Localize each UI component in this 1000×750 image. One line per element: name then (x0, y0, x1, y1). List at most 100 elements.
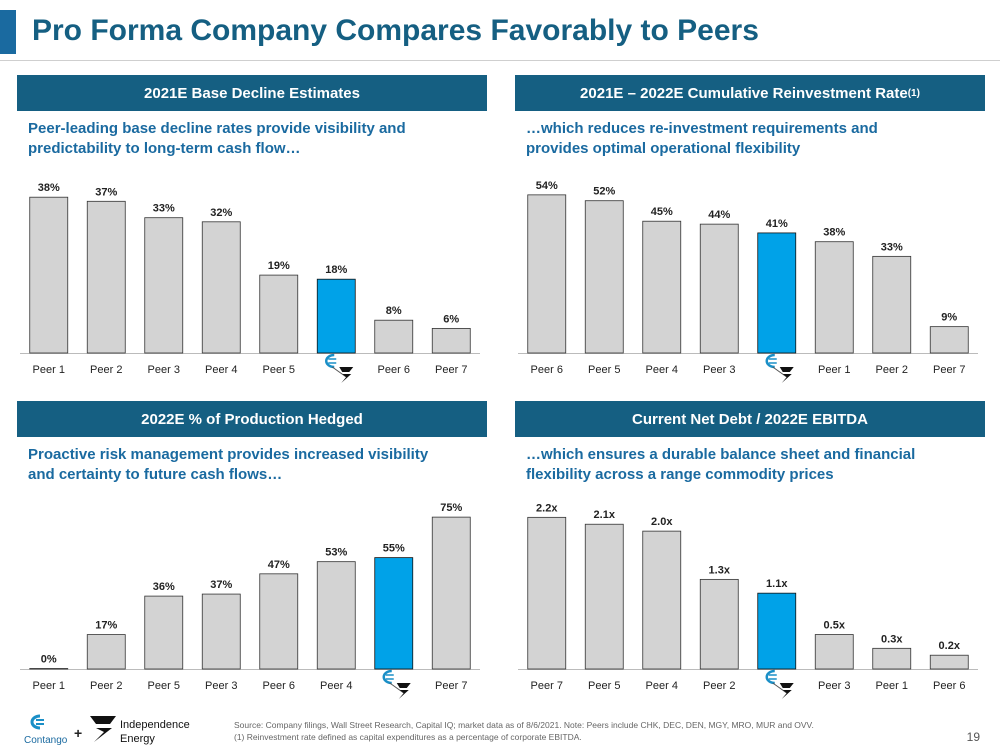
bar (699, 578, 739, 670)
x-tick-label: Peer 4 (646, 364, 678, 376)
footnote-block: Source: Company filings, Wall Street Res… (234, 719, 814, 743)
panel-subtitle-production-hedged: Proactive risk management provides incre… (28, 445, 428, 485)
contango-mark (382, 669, 392, 685)
energy-logo-text: Energy (120, 733, 155, 745)
data-label: 54% (536, 180, 558, 192)
bar (259, 274, 299, 354)
contango-logo-icon (30, 714, 44, 730)
independence-logo-text: Independence (120, 719, 190, 731)
independence-mark-top (779, 683, 794, 688)
bar (29, 668, 69, 670)
data-label: 0.3x (881, 633, 903, 645)
chart-reinvestment-rate: 54% Peer 6 52% Peer 5 45% Peer 4 44% Peer 3 41% 3… (518, 180, 978, 383)
independence-mark-bottom (341, 374, 352, 383)
data-label: 17% (95, 620, 117, 632)
logo-divider (331, 366, 347, 378)
data-label: 1.3x (709, 564, 731, 576)
logo-plus: + (74, 725, 82, 741)
page-number: 19 (966, 730, 980, 744)
data-label: 8% (386, 305, 402, 317)
subtitle-line: predictability to long-term cash flow… (28, 140, 301, 157)
bar (584, 523, 624, 670)
bar-pro-forma-company (757, 232, 797, 354)
bar (374, 319, 414, 354)
data-label: 2.0x (651, 516, 673, 528)
data-label: 41% (766, 218, 788, 230)
bar (144, 595, 184, 670)
bar (201, 593, 241, 670)
x-tick-label: Peer 7 (435, 364, 467, 376)
data-label: 55% (383, 543, 405, 555)
bar (584, 200, 624, 354)
panel-header-production-hedged: 2022E % of Production Hedged (17, 401, 487, 437)
x-tick-label: Peer 5 (148, 680, 180, 692)
data-label: 0.5x (824, 620, 846, 632)
data-label: 0% (41, 654, 57, 666)
data-label: 33% (153, 203, 175, 215)
chart-production-hedged: 0% Peer 1 17% Peer 2 36% Peer 5 37% Peer 3 47% Pe… (20, 502, 480, 699)
bar (259, 573, 299, 670)
bar (431, 327, 471, 354)
contango-mark-lines (768, 674, 777, 680)
bar (872, 255, 912, 354)
x-tick-label: Peer 3 (818, 680, 850, 692)
bar-pro-forma-company (316, 278, 356, 354)
x-tick-label: Peer 6 (531, 364, 563, 376)
panel-header-base-decline: 2021E Base Decline Estimates (17, 75, 487, 111)
bar (699, 223, 739, 354)
x-tick-label: Peer 5 (263, 364, 295, 376)
bar (86, 634, 126, 670)
pro-forma-company-logo-icon (382, 669, 411, 699)
logo-divider (772, 682, 788, 694)
contango-mark-lines (328, 358, 337, 364)
data-label: 33% (881, 241, 903, 253)
bar (929, 326, 969, 354)
independence-mark-bottom (781, 690, 792, 699)
contango-mark-lines (385, 674, 394, 680)
subtitle-line: and certainty to future cash flows… (28, 466, 283, 483)
independence-mark-top (339, 367, 354, 372)
logo-divider (389, 682, 405, 694)
contango-mark (765, 353, 775, 369)
footer-logos: Contango + Independence Energy (24, 714, 190, 746)
data-label: 53% (325, 547, 347, 559)
x-tick-label: Peer 5 (588, 364, 620, 376)
title-accent-bar (0, 10, 16, 54)
panel-subtitle-base-decline: Peer-leading base decline rates provide … (28, 119, 406, 159)
panel-header-text: 2022E % of Production Hedged (141, 410, 363, 428)
contango-mark (325, 353, 335, 369)
bar (527, 516, 567, 670)
pro-forma-company-logo-icon (765, 353, 794, 383)
x-tick-label: Peer 4 (320, 680, 352, 692)
bar (642, 220, 682, 354)
x-tick-label: Peer 2 (703, 680, 735, 692)
data-label: 47% (268, 559, 290, 571)
bar (814, 634, 854, 670)
data-label: 1.1x (766, 578, 788, 590)
x-tick-label: Peer 6 (263, 680, 295, 692)
logo-divider (772, 366, 788, 378)
independence-energy-logo-icon (90, 716, 116, 742)
chart-net-debt-ebitda: 2.2x Peer 7 2.1x Peer 5 2.0x Peer 4 1.3x Peer 2… (518, 502, 978, 699)
data-label: 19% (268, 260, 290, 272)
x-tick-label: Peer 7 (531, 680, 563, 692)
independence-mark-bottom (398, 690, 409, 699)
page-title: Pro Forma Company Compares Favorably to … (32, 14, 759, 47)
panel-header-text: 2021E – 2022E Cumulative Reinvestment Ra… (580, 84, 908, 102)
pro-forma-company-logo-icon (325, 353, 354, 383)
panel-subtitle-reinvestment-rate: …which reduces re-investment requirement… (526, 119, 878, 159)
panel-header-text: Current Net Debt / 2022E EBITDA (632, 410, 868, 428)
data-label: 37% (95, 186, 117, 198)
data-label: 6% (443, 313, 459, 325)
bar (527, 194, 567, 354)
data-label: 32% (210, 207, 232, 219)
bar (642, 530, 682, 670)
contango-logo-text: Contango (24, 735, 68, 746)
x-tick-label: Peer 1 (876, 680, 908, 692)
x-tick-label: Peer 4 (205, 364, 237, 376)
bar (144, 217, 184, 354)
bar-pro-forma-company (374, 557, 414, 670)
pro-forma-company-logo-icon (765, 669, 794, 699)
bar (86, 200, 126, 354)
x-tick-label: Peer 6 (933, 680, 965, 692)
